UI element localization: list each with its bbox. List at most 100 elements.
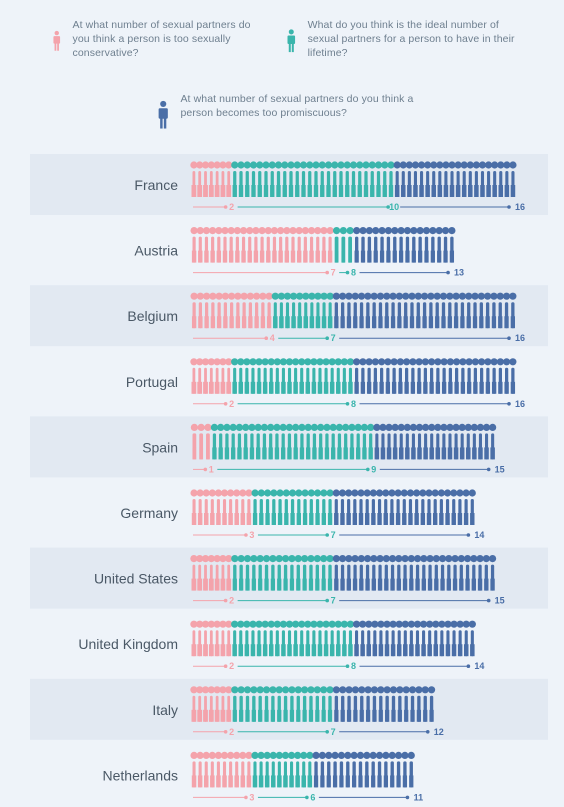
figure-mark bbox=[304, 620, 312, 657]
figure-mark bbox=[434, 423, 442, 460]
country-label: Germany bbox=[120, 505, 178, 521]
range-dot bbox=[466, 533, 471, 537]
figure-mark bbox=[406, 489, 415, 525]
figure-mark bbox=[388, 555, 397, 591]
range-dot bbox=[223, 730, 228, 734]
figure-mark bbox=[294, 555, 302, 591]
figure-mark bbox=[312, 751, 320, 788]
figure-mark bbox=[320, 555, 328, 591]
range-dot bbox=[446, 270, 450, 275]
figure-mark bbox=[251, 751, 259, 788]
figure-mark bbox=[426, 620, 434, 657]
figure-mark bbox=[338, 555, 347, 591]
figure-mark bbox=[213, 686, 221, 722]
figure-mark bbox=[245, 489, 253, 525]
figure-mark bbox=[243, 620, 251, 657]
figure-mark bbox=[348, 423, 356, 460]
figure-mark bbox=[190, 227, 198, 263]
figure-mark bbox=[326, 489, 334, 525]
figure-mark bbox=[411, 161, 420, 197]
legend-conservative-text: At what number of sexual partners do you… bbox=[72, 19, 251, 59]
range-dot bbox=[345, 664, 350, 668]
figure-mark bbox=[289, 227, 297, 263]
figure-mark bbox=[356, 161, 364, 197]
figure-mark bbox=[405, 161, 413, 197]
figure-mark bbox=[454, 161, 462, 197]
legend-promiscuous-text: At what number of sexual partners do you… bbox=[180, 93, 414, 119]
figure-mark bbox=[269, 555, 277, 591]
figure-mark bbox=[456, 489, 464, 525]
figure-mark bbox=[345, 555, 353, 591]
figure-mark bbox=[225, 686, 233, 722]
figure-mark bbox=[407, 751, 415, 788]
country-label: United Kingdom bbox=[78, 636, 178, 652]
figure-mark bbox=[415, 686, 423, 722]
figure-mark bbox=[274, 161, 283, 197]
figure-mark bbox=[248, 423, 256, 460]
figure-mark bbox=[326, 227, 334, 263]
figure-mark bbox=[382, 489, 390, 525]
person-icon bbox=[53, 30, 61, 51]
figure-mark bbox=[351, 489, 359, 525]
figure-mark bbox=[428, 358, 436, 394]
figure-mark bbox=[243, 161, 251, 197]
figure-mark bbox=[237, 686, 245, 722]
figure-mark bbox=[444, 620, 452, 657]
figure-mark bbox=[256, 686, 264, 722]
country-label: Italy bbox=[152, 702, 178, 718]
figure-mark bbox=[408, 292, 416, 329]
figure-mark bbox=[364, 292, 372, 329]
figure-mark bbox=[365, 620, 373, 657]
figure-mark bbox=[446, 423, 454, 460]
figure-mark bbox=[223, 423, 231, 460]
chart-row: United Kingdom 2 8 14 bbox=[78, 620, 484, 671]
figure-mark bbox=[298, 620, 306, 657]
figure-mark bbox=[267, 620, 275, 657]
figure-mark bbox=[299, 161, 308, 197]
figure-mark bbox=[385, 423, 393, 460]
figure-mark bbox=[460, 161, 468, 197]
figure-mark bbox=[322, 358, 330, 394]
range-dot bbox=[223, 664, 228, 668]
figure-mark bbox=[196, 686, 204, 722]
country-label: Spain bbox=[142, 439, 178, 455]
figure-mark bbox=[213, 620, 221, 657]
figure-mark bbox=[409, 358, 417, 394]
figure-mark bbox=[415, 358, 423, 394]
figure-mark bbox=[490, 292, 498, 329]
figure-mark bbox=[225, 358, 233, 394]
figure-mark bbox=[301, 686, 309, 722]
figure-mark bbox=[196, 489, 204, 525]
chart-row: Netherlands 3 6 11 bbox=[103, 751, 423, 802]
figure-mark bbox=[207, 620, 215, 657]
figure-mark bbox=[389, 620, 397, 657]
data-label: 7 bbox=[331, 333, 336, 343]
figure-mark bbox=[219, 555, 227, 591]
figure-mark bbox=[242, 423, 250, 460]
figure-mark bbox=[233, 751, 241, 788]
figure-mark bbox=[413, 555, 422, 591]
figure-mark bbox=[420, 292, 429, 329]
figure-mark bbox=[250, 555, 258, 591]
legend-ideal: What do you think is the ideal number of… bbox=[287, 18, 532, 64]
figure-mark bbox=[292, 620, 300, 657]
figure-mark bbox=[276, 489, 284, 525]
figure-mark bbox=[196, 227, 204, 263]
figure-mark bbox=[310, 423, 319, 460]
figure-mark bbox=[471, 292, 479, 329]
figure-mark bbox=[220, 489, 229, 525]
figure-mark bbox=[409, 423, 418, 460]
figure-mark bbox=[190, 555, 198, 591]
figure-mark bbox=[294, 686, 302, 722]
figure-mark bbox=[227, 489, 235, 525]
figure-mark bbox=[282, 489, 290, 525]
figure-mark bbox=[397, 423, 405, 460]
figure-mark bbox=[425, 489, 433, 525]
figure-mark bbox=[190, 292, 198, 329]
figure-mark bbox=[332, 686, 340, 722]
figure-mark bbox=[402, 292, 410, 329]
figure-mark bbox=[350, 751, 358, 788]
figure-mark bbox=[292, 423, 300, 460]
figure-mark bbox=[252, 227, 260, 263]
figure-mark bbox=[427, 686, 436, 722]
